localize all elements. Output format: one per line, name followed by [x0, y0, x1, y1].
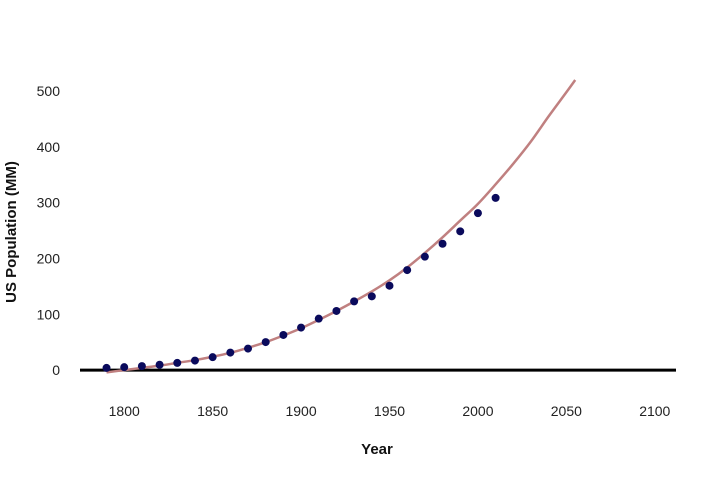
y-tick-label: 0: [52, 362, 60, 378]
y-tick-label: 500: [37, 83, 61, 99]
data-point: [244, 344, 253, 353]
data-point: [279, 330, 288, 339]
data-point: [173, 358, 182, 367]
y-tick-label: 400: [37, 139, 61, 155]
y-tick-labels: 0 100 200 300 400 500: [37, 83, 61, 378]
data-point: [137, 362, 146, 371]
data-point: [226, 348, 235, 357]
data-point: [261, 338, 270, 347]
data-points: [102, 193, 500, 372]
data-point: [332, 306, 341, 315]
data-point: [155, 360, 164, 369]
y-tick-label: 100: [37, 306, 61, 322]
x-tick-label: 2100: [639, 403, 670, 419]
y-tick-label: 200: [37, 251, 61, 267]
x-tick-label: 1900: [285, 403, 316, 419]
x-tick-label: 2000: [462, 403, 493, 419]
x-tick-label: 1850: [197, 403, 228, 419]
data-point: [190, 356, 199, 365]
y-tick-label: 300: [37, 195, 61, 211]
x-tick-label: 1950: [374, 403, 405, 419]
x-axis-title: Year: [361, 441, 393, 458]
fit-curve: [106, 79, 577, 374]
data-point: [456, 227, 465, 236]
data-point: [420, 252, 429, 261]
data-point: [120, 363, 129, 372]
data-point: [491, 193, 500, 202]
data-point: [350, 297, 359, 306]
data-point: [208, 353, 217, 362]
x-tick-label: 1800: [109, 403, 140, 419]
data-point: [297, 323, 306, 332]
data-point: [473, 209, 482, 218]
data-point: [438, 239, 447, 248]
x-tick-labels: 1800 1850 1900 1950 2000 2050 2100: [109, 403, 671, 419]
data-point: [403, 266, 412, 275]
data-point: [102, 363, 111, 372]
data-point: [367, 292, 376, 301]
x-tick-label: 2050: [551, 403, 582, 419]
y-axis-title: US Population (MM): [3, 161, 20, 303]
data-point: [314, 314, 323, 323]
data-point: [385, 281, 394, 290]
